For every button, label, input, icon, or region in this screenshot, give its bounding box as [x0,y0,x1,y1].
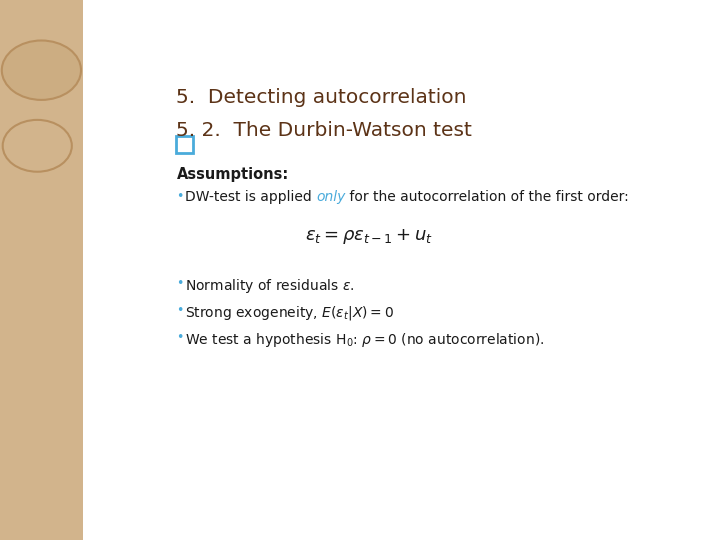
Text: for the autocorrelation of the first order:: for the autocorrelation of the first ord… [346,190,629,204]
Text: DW-test is applied: DW-test is applied [185,190,316,204]
Text: •: • [176,277,184,290]
Text: •: • [176,331,184,344]
Text: 5. 2.  The Durbin-Watson test: 5. 2. The Durbin-Watson test [176,121,472,140]
Text: only: only [316,190,346,204]
Text: Assumptions:: Assumptions: [176,167,289,181]
Text: $\varepsilon_t = \rho\varepsilon_{t-1} + u_t$: $\varepsilon_t = \rho\varepsilon_{t-1} +… [305,227,433,246]
Text: 5.  Detecting autocorrelation: 5. Detecting autocorrelation [176,87,467,107]
Text: •: • [176,304,184,317]
Text: Strong exogeneity, $E(\varepsilon_t|X) = 0$: Strong exogeneity, $E(\varepsilon_t|X) =… [185,304,394,322]
Text: Normality of residuals $\varepsilon$.: Normality of residuals $\varepsilon$. [185,277,354,295]
Text: •: • [176,190,184,202]
Text: We test a hypothesis H$_0$: $\rho = 0$ (no autocorrelation).: We test a hypothesis H$_0$: $\rho = 0$ (… [185,331,544,349]
